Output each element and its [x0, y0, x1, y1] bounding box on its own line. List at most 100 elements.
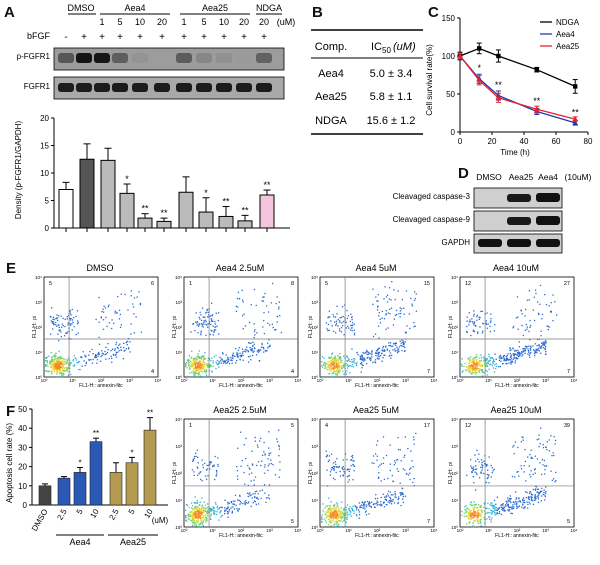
flow-event: [476, 363, 479, 365]
flow-event: [111, 319, 113, 321]
flow-event: [408, 468, 411, 470]
flow-event: [529, 474, 531, 476]
flow-event: [57, 359, 59, 361]
flow-event: [528, 465, 530, 467]
flow-event: [530, 476, 532, 478]
flow-y-tick: 10⁴: [175, 275, 182, 280]
significance-star: **: [222, 197, 230, 207]
flow-event: [205, 312, 207, 314]
flow-event: [330, 501, 332, 503]
flow-event: [252, 345, 254, 347]
flow-event: [351, 508, 354, 511]
flow-event: [332, 370, 335, 373]
flow-event: [493, 371, 496, 373]
flow-event: [371, 356, 373, 358]
flow-event: [193, 512, 195, 515]
flow-event: [200, 370, 202, 373]
flow-event: [56, 360, 58, 363]
flow-event: [278, 429, 280, 431]
flow-event: [54, 355, 56, 357]
significance-star: *: [477, 63, 481, 73]
flow-event: [470, 458, 472, 461]
flow-event: [324, 365, 327, 367]
flow-event: [472, 358, 475, 360]
flow-event: [506, 363, 508, 365]
flow-event: [385, 496, 387, 498]
flow-event: [197, 365, 199, 368]
flow-event: [53, 365, 56, 367]
flow-event: [198, 350, 200, 352]
flow-event: [205, 514, 207, 516]
flow-event: [490, 504, 493, 507]
flow-event: [472, 522, 474, 524]
flow-event: [530, 499, 533, 501]
flow-event: [132, 303, 134, 305]
flow-event: [466, 331, 468, 334]
flow-event: [127, 337, 130, 340]
flow-event: [215, 513, 218, 516]
flow-event: [52, 369, 54, 371]
flow-event: [510, 501, 512, 504]
flow-event: [469, 359, 471, 361]
flow-event: [480, 513, 482, 516]
flow-event: [481, 461, 483, 464]
flow-event: [102, 308, 104, 310]
flow-event: [55, 365, 58, 368]
flow-event: [340, 331, 342, 333]
flow-event: [327, 323, 330, 326]
flow-event: [354, 505, 356, 507]
quadrant-upper-left-value: 5: [49, 281, 52, 287]
flow-event: [527, 348, 529, 350]
flow-event: [114, 349, 116, 351]
flow-event: [336, 365, 338, 368]
flow-event: [50, 307, 53, 309]
flow-event: [58, 364, 60, 366]
flow-event: [474, 504, 477, 506]
flow-event: [203, 320, 205, 322]
flow-event: [205, 518, 208, 520]
flow-event: [335, 320, 338, 322]
flow-event: [332, 518, 334, 520]
flow-event: [217, 319, 220, 322]
flow-event: [203, 321, 205, 324]
flow-event: [200, 358, 203, 360]
flow-event: [342, 315, 344, 318]
flow-event: [473, 508, 476, 510]
flow-event: [75, 315, 77, 318]
quadrant-lower-right-value: 4: [291, 369, 294, 375]
flow-event: [390, 499, 392, 501]
flow-event: [232, 357, 234, 359]
flow-event: [197, 370, 199, 372]
flow-event: [244, 502, 246, 505]
flow-event: [381, 504, 383, 506]
flow-event: [52, 367, 54, 370]
group-label-ndga: NDGA: [256, 3, 282, 13]
band: [132, 53, 148, 63]
band: [76, 83, 92, 92]
flow-event: [540, 347, 542, 349]
flow-event: [203, 323, 205, 325]
flow-event: [60, 336, 62, 338]
flow-event: [215, 312, 217, 314]
bar: [259, 194, 275, 229]
flow-event: [63, 370, 65, 372]
flow-event: [413, 443, 415, 445]
flow-event: [327, 360, 329, 363]
flow-event: [335, 516, 338, 519]
flow-event: [472, 361, 475, 363]
flow-event: [477, 513, 480, 516]
flow-event: [58, 361, 61, 363]
flow-event: [372, 335, 375, 338]
flow-event: [196, 322, 198, 324]
flow-event: [507, 509, 509, 511]
flow-event: [343, 512, 345, 514]
flow-event: [524, 352, 526, 354]
flow-event: [189, 511, 191, 513]
flow-event: [332, 358, 335, 361]
flow-event: [412, 481, 414, 484]
quadrant-lower-right-value: 4: [151, 369, 154, 375]
flow-event: [45, 365, 47, 368]
flow-event: [360, 371, 362, 373]
flow-event: [397, 470, 400, 472]
flow-event: [404, 346, 406, 349]
